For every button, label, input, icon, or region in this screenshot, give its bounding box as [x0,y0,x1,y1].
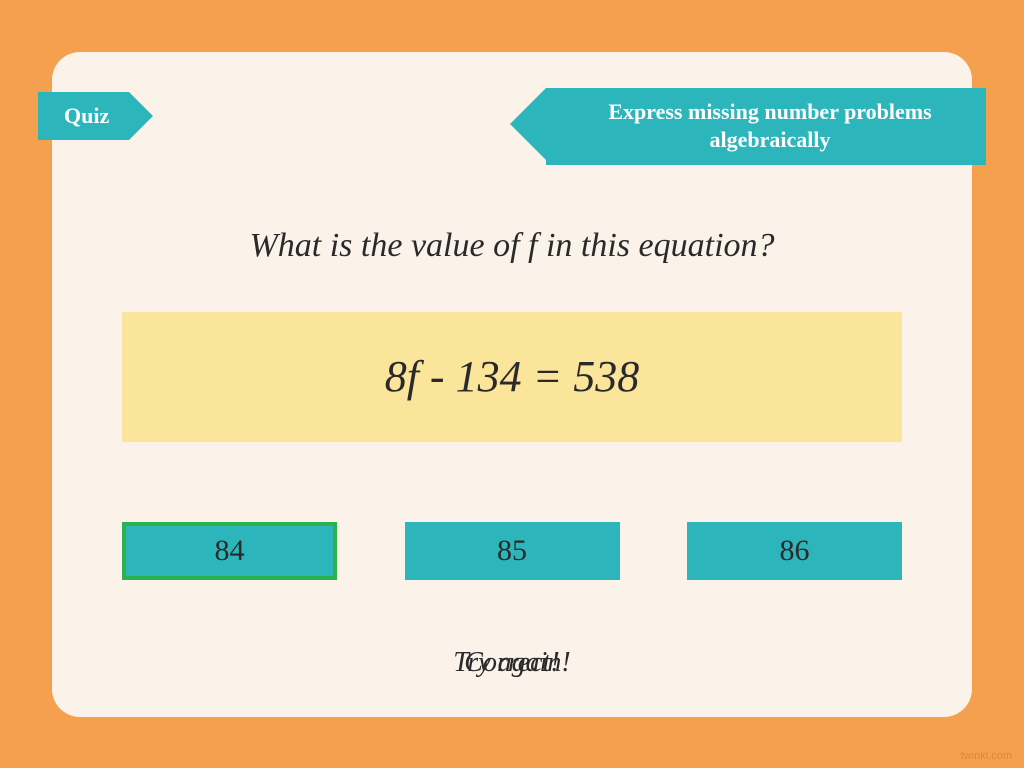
answer-option-2[interactable]: 85 [405,522,620,580]
answer-label: 86 [780,534,810,568]
topic-ribbon: Express missing number problems algebrai… [546,88,986,165]
watermark: twinkl.com [961,750,1012,762]
answer-option-1[interactable]: 84 [122,522,337,580]
question-text: What is the value of f in this equation? [52,227,972,265]
feedback-area: Try again! Correct! [52,647,972,679]
answer-row: 84 85 86 [122,522,902,580]
topic-text: Express missing number problems algebrai… [608,99,931,153]
answer-label: 84 [215,534,245,568]
answer-label: 85 [497,534,527,568]
slide-background: Quiz Express missing number problems alg… [0,0,1024,768]
quiz-tag: Quiz [38,92,129,140]
answer-option-3[interactable]: 86 [687,522,902,580]
feedback-correct: Correct! [52,647,972,679]
quiz-tag-label: Quiz [64,103,109,129]
quiz-card: Quiz Express missing number problems alg… [52,52,972,717]
equation-box: 8f - 134 = 538 [122,312,902,442]
equation-text: 8f - 134 = 538 [385,351,640,402]
